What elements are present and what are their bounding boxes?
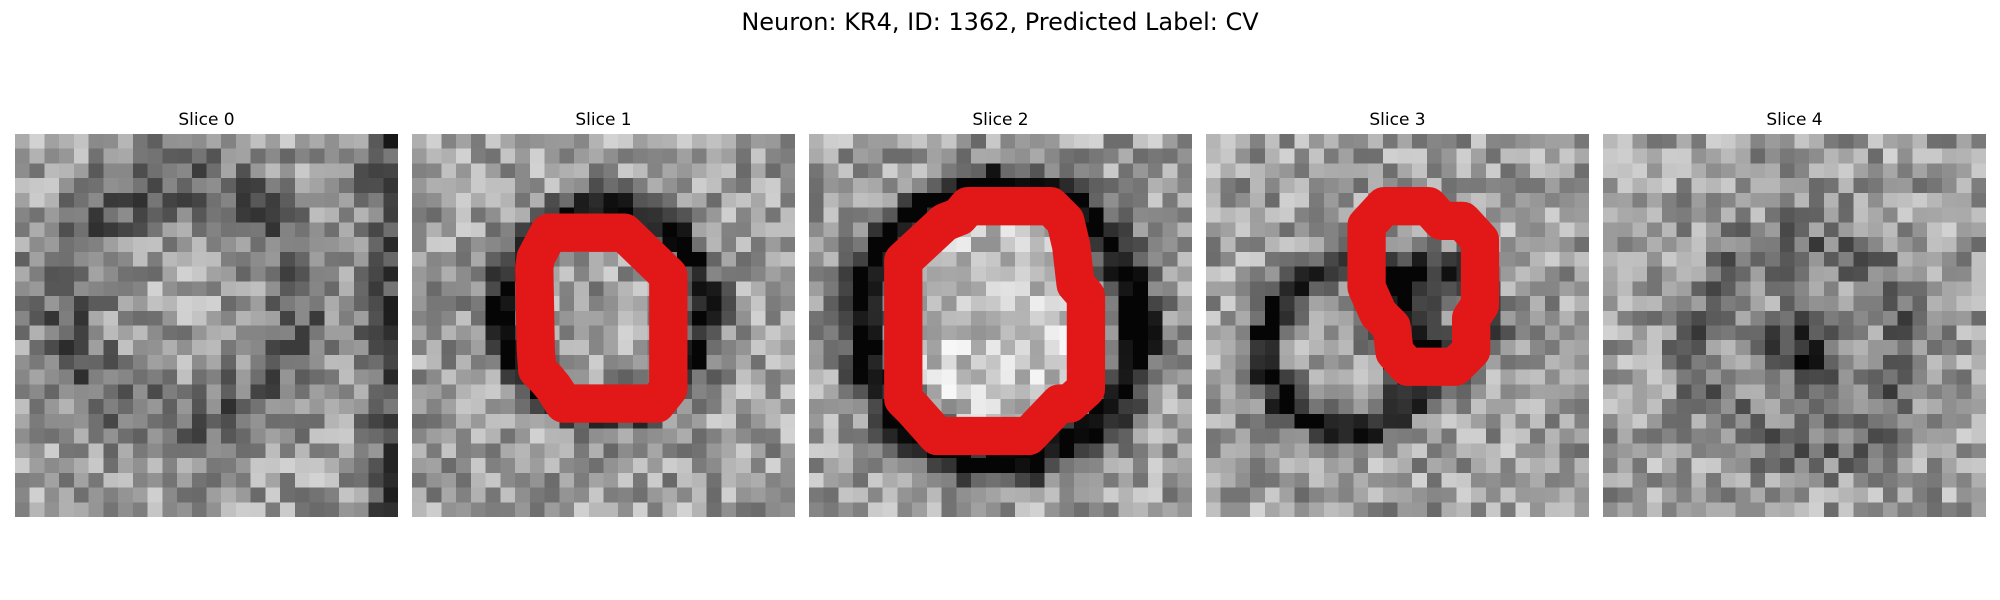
slice-image-1 bbox=[412, 134, 795, 517]
slice-1-roi-contour bbox=[515, 213, 688, 423]
figure-title: Neuron: KR4, ID: 1362, Predicted Label: … bbox=[741, 8, 1259, 36]
slice-3-pixels bbox=[1206, 134, 1589, 517]
slice-title-1: Slice 1 bbox=[575, 110, 632, 130]
slice-title-3: Slice 3 bbox=[1369, 110, 1426, 130]
slice-4-pixel-grid bbox=[1603, 134, 1986, 517]
slice-0-pixels bbox=[15, 134, 398, 517]
slice-3-roi-contour bbox=[1347, 187, 1500, 386]
slice-2-pixels bbox=[809, 134, 1192, 517]
slice-title-4: Slice 4 bbox=[1766, 110, 1823, 130]
slice-image-0 bbox=[15, 134, 398, 517]
slice-1-pixels bbox=[412, 134, 795, 517]
slice-4-pixels bbox=[1603, 134, 1986, 517]
slice-image-4 bbox=[1603, 134, 1986, 517]
slice-title-2: Slice 2 bbox=[972, 110, 1029, 130]
slice-0-pixel-grid bbox=[15, 134, 398, 517]
slice-2-roi-contour bbox=[884, 187, 1106, 456]
slice-image-2 bbox=[809, 134, 1192, 517]
slice-title-0: Slice 0 bbox=[178, 110, 235, 130]
slice-1-pixel-grid bbox=[412, 134, 795, 517]
slice-image-3 bbox=[1206, 134, 1589, 517]
